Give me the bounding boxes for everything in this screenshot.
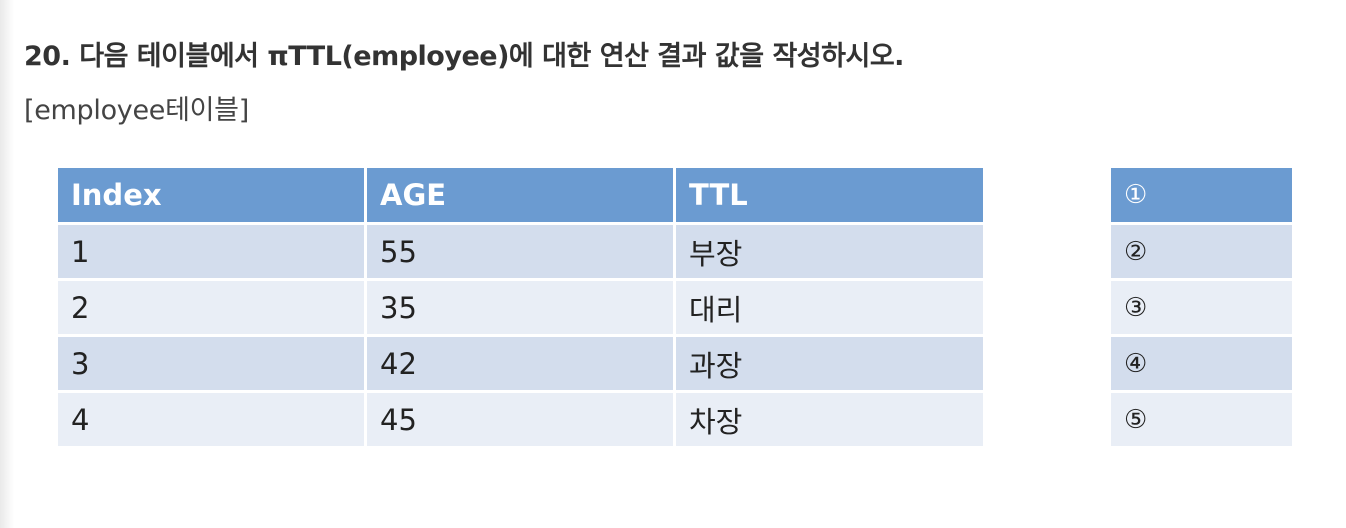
column-header-index: Index bbox=[58, 168, 367, 225]
cell-ttl: 대리 bbox=[676, 281, 983, 337]
cell-index: 2 bbox=[58, 281, 367, 337]
table-row: 3 42 과장 bbox=[58, 337, 983, 393]
answer-row: ④ bbox=[1111, 337, 1292, 393]
table-header-row: Index AGE TTL bbox=[58, 168, 983, 225]
cell-ttl: 부장 bbox=[676, 225, 983, 281]
answer-header-row: ① bbox=[1111, 168, 1292, 225]
cell-index: 3 bbox=[58, 337, 367, 393]
question-title: 20. 다음 테이블에서 πTTL(employee)에 대한 연산 결과 값을… bbox=[24, 41, 904, 72]
cell-age: 42 bbox=[367, 337, 676, 393]
cell-age: 45 bbox=[367, 393, 676, 446]
answer-row: ③ bbox=[1111, 281, 1292, 337]
answer-slot-2: ② bbox=[1111, 225, 1292, 281]
cell-age: 35 bbox=[367, 281, 676, 337]
cell-index: 4 bbox=[58, 393, 367, 446]
cell-ttl: 과장 bbox=[676, 337, 983, 393]
cell-age: 55 bbox=[367, 225, 676, 281]
page-edge-shadow bbox=[0, 0, 14, 528]
employee-table: Index AGE TTL 1 55 부장 2 35 대리 3 42 과장 4 … bbox=[58, 168, 983, 446]
cell-ttl: 차장 bbox=[676, 393, 983, 446]
column-header-ttl: TTL bbox=[676, 168, 983, 225]
answer-row: ⑤ bbox=[1111, 393, 1292, 446]
table-row: 4 45 차장 bbox=[58, 393, 983, 446]
answer-slot-1: ① bbox=[1111, 168, 1292, 225]
cell-index: 1 bbox=[58, 225, 367, 281]
column-header-age: AGE bbox=[367, 168, 676, 225]
table-caption: [employee테이블] bbox=[24, 95, 249, 126]
answer-slot-3: ③ bbox=[1111, 281, 1292, 337]
table-row: 1 55 부장 bbox=[58, 225, 983, 281]
answer-slot-4: ④ bbox=[1111, 337, 1292, 393]
answer-table: ① ② ③ ④ ⑤ bbox=[1111, 168, 1292, 446]
table-row: 2 35 대리 bbox=[58, 281, 983, 337]
answer-row: ② bbox=[1111, 225, 1292, 281]
answer-slot-5: ⑤ bbox=[1111, 393, 1292, 446]
